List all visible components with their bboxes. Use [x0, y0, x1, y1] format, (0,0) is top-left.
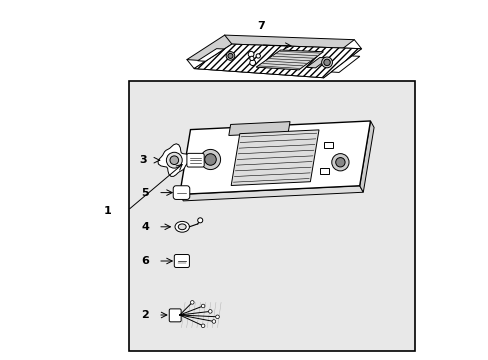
Polygon shape	[186, 35, 354, 69]
Polygon shape	[306, 58, 328, 68]
Text: 5: 5	[141, 188, 149, 198]
FancyBboxPatch shape	[173, 186, 189, 199]
Circle shape	[335, 158, 345, 167]
Ellipse shape	[178, 224, 186, 230]
Circle shape	[249, 60, 255, 66]
Polygon shape	[194, 44, 361, 78]
Circle shape	[323, 59, 329, 66]
Circle shape	[248, 51, 253, 57]
FancyBboxPatch shape	[186, 153, 204, 167]
Polygon shape	[179, 186, 363, 201]
Text: 1: 1	[103, 206, 111, 216]
FancyBboxPatch shape	[169, 309, 181, 322]
Circle shape	[197, 218, 203, 223]
Circle shape	[212, 320, 215, 323]
Circle shape	[201, 304, 204, 308]
Ellipse shape	[175, 221, 189, 232]
Circle shape	[225, 51, 234, 60]
Polygon shape	[359, 121, 373, 192]
Text: 4: 4	[141, 222, 149, 232]
Circle shape	[321, 57, 332, 68]
Circle shape	[249, 56, 254, 60]
Circle shape	[166, 152, 182, 168]
Polygon shape	[179, 121, 370, 194]
Text: 3: 3	[140, 155, 147, 165]
Bar	[319, 168, 328, 174]
Circle shape	[256, 54, 260, 58]
Text: 6: 6	[141, 256, 149, 266]
Polygon shape	[231, 130, 318, 185]
FancyBboxPatch shape	[174, 255, 189, 267]
Polygon shape	[197, 49, 224, 61]
Circle shape	[227, 53, 232, 58]
Circle shape	[204, 154, 216, 165]
Bar	[324, 142, 332, 148]
Text: 2: 2	[141, 310, 149, 320]
Circle shape	[170, 156, 178, 165]
Polygon shape	[194, 44, 361, 78]
Polygon shape	[158, 144, 190, 176]
Circle shape	[215, 315, 219, 319]
Circle shape	[200, 149, 220, 170]
Polygon shape	[228, 122, 289, 135]
Text: 7: 7	[256, 21, 264, 31]
Circle shape	[201, 324, 204, 328]
Circle shape	[331, 154, 348, 171]
Bar	[128, 81, 415, 351]
Polygon shape	[330, 56, 359, 72]
Polygon shape	[256, 50, 323, 70]
Circle shape	[208, 310, 212, 313]
Circle shape	[190, 301, 194, 304]
